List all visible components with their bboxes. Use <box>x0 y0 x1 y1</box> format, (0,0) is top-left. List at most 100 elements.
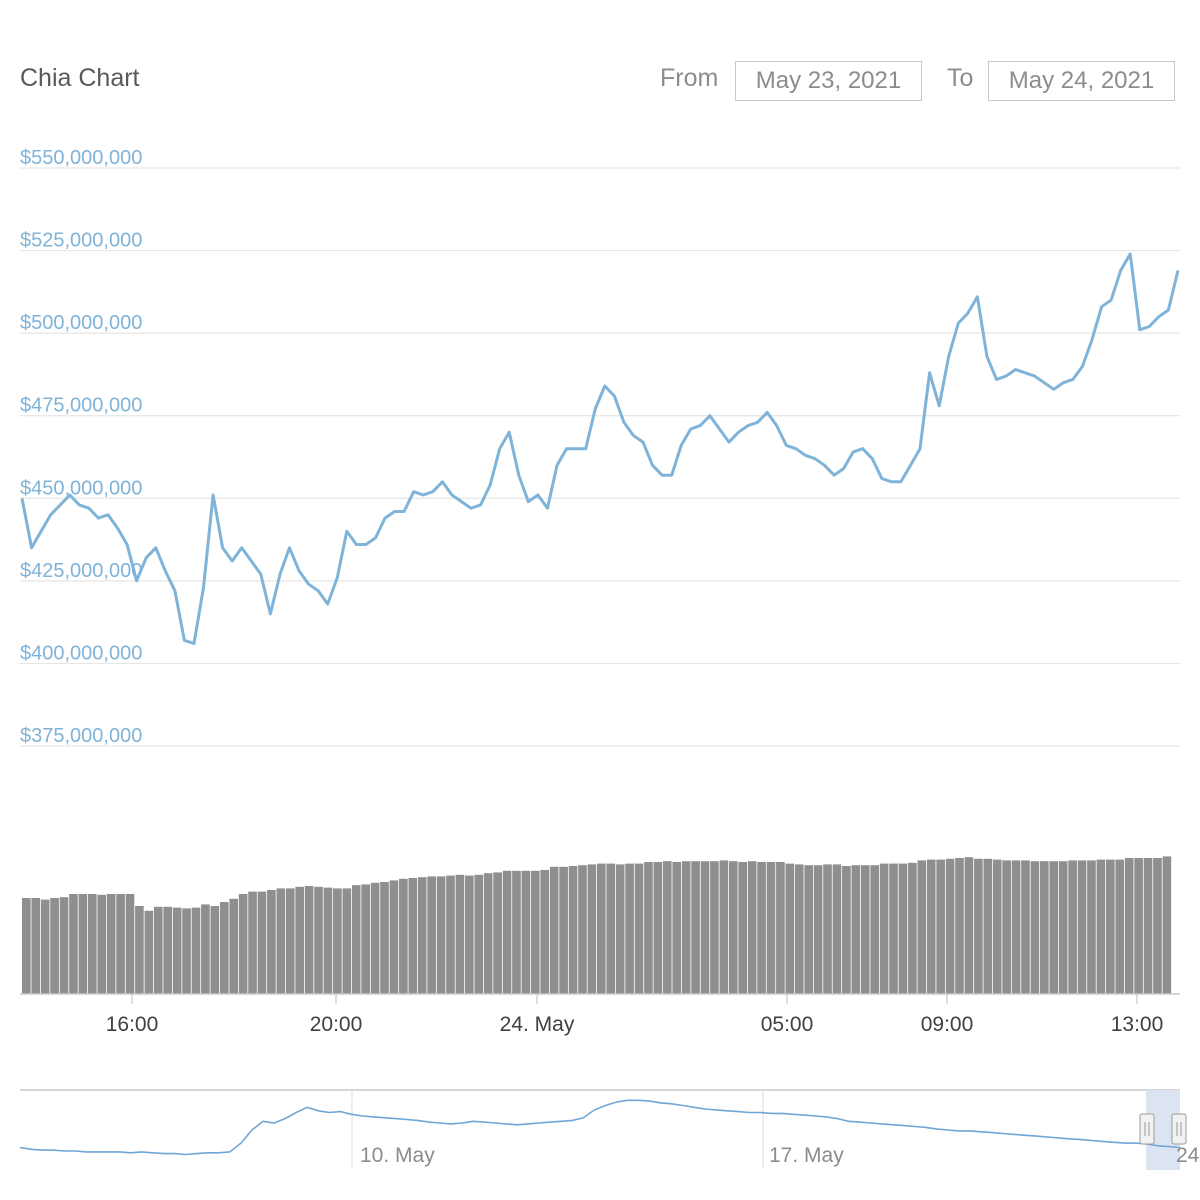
volume-bar <box>964 857 974 994</box>
y-tick-label: $425,000,000 <box>20 560 142 582</box>
volume-bar <box>813 865 823 994</box>
volume-bar <box>776 862 785 994</box>
volume-bar <box>606 863 616 994</box>
volume-bar <box>314 886 323 994</box>
volume-bar <box>295 886 304 994</box>
x-axis-labels: 16:00 20:00 24. May 05:00 09:00 13:00 <box>106 994 1164 1036</box>
volume-bar <box>1002 860 1011 994</box>
volume-bar <box>785 863 795 994</box>
navigator-tick-label: 10. May <box>360 1144 435 1167</box>
chart-title: Chia Chart <box>20 64 140 92</box>
volume-bar <box>69 894 78 994</box>
volume-bar <box>248 891 257 994</box>
volume-bar <box>587 864 597 994</box>
volume-bar <box>974 858 983 994</box>
volume-bar <box>710 861 719 994</box>
volume-bar <box>389 880 399 994</box>
navigator-background <box>20 1090 1180 1170</box>
x-tick-label: 13:00 <box>1111 1013 1164 1036</box>
volume-bar <box>908 862 917 994</box>
volume-bar <box>144 910 154 994</box>
volume-bar <box>926 859 936 994</box>
navigator-labels: 10. May 17. May 24 <box>360 1144 1200 1167</box>
volume-bar <box>1115 859 1125 994</box>
y-tick-label: $525,000,000 <box>20 230 142 252</box>
volume-bar <box>31 898 41 994</box>
to-label: To <box>947 64 974 92</box>
volume-bar <box>531 870 540 994</box>
navigator-left-handle[interactable] <box>1139 1113 1155 1145</box>
price-line <box>20 252 1180 646</box>
volume-bar <box>1162 856 1172 994</box>
volume-bar <box>898 863 908 994</box>
volume-bar <box>832 864 842 994</box>
volume-bar <box>568 866 578 994</box>
volume-bar <box>50 898 59 994</box>
volume-bar <box>578 865 587 994</box>
volume-bar <box>361 884 370 994</box>
volume-bar <box>483 873 493 994</box>
volume-bar <box>794 864 804 994</box>
volume-bar <box>1134 858 1143 994</box>
volume-bar <box>719 860 729 994</box>
volume-bar <box>662 861 672 994</box>
volume-bar <box>285 888 295 994</box>
volume-bar <box>380 882 389 994</box>
x-tick-label: 24. May <box>500 1013 575 1036</box>
y-tick-label: $550,000,000 <box>20 147 142 169</box>
volume-bar <box>1049 861 1059 994</box>
volume-bar <box>559 866 568 994</box>
volume-bar <box>182 908 191 994</box>
volume-bar <box>917 860 927 994</box>
volume-bar <box>191 907 201 994</box>
volume-bar <box>757 862 766 994</box>
volume-bar <box>936 859 945 994</box>
volume-bar <box>78 894 88 994</box>
volume-bar <box>860 865 870 994</box>
volume-bar <box>408 878 418 994</box>
volume-bar <box>521 870 531 994</box>
volume-bar <box>851 865 861 994</box>
from-date-input[interactable] <box>735 61 922 101</box>
volume-bar <box>455 874 465 994</box>
volume-bar <box>672 862 682 994</box>
volume-bar <box>691 861 700 994</box>
volume-bar <box>333 888 342 994</box>
volume-bar <box>512 870 521 994</box>
volume-bar <box>125 894 135 994</box>
navigator-line <box>19 1099 1181 1156</box>
volume-bar <box>992 859 1002 994</box>
x-tick-label: 05:00 <box>761 1013 814 1036</box>
volume-bar <box>436 876 446 994</box>
volume-bar <box>229 898 239 994</box>
volume-bar <box>417 877 427 994</box>
volume-bar <box>728 861 738 994</box>
volume-bar <box>842 866 851 994</box>
volume-bar <box>1011 860 1021 994</box>
volume-bar <box>97 894 107 994</box>
volume-bar <box>135 906 144 994</box>
grid-lines <box>20 167 1180 747</box>
volume-bar <box>219 902 229 994</box>
volume-bar <box>370 882 380 994</box>
y-axis-labels: $375,000,000 $400,000,000 $425,000,000 $450… <box>20 147 142 747</box>
volume-bar <box>1077 860 1087 994</box>
volume-bar <box>238 894 248 994</box>
volume-bar <box>955 858 964 994</box>
y-tick-label: $450,000,000 <box>20 477 142 499</box>
volume-bar <box>465 875 474 994</box>
x-tick-label: 16:00 <box>106 1013 159 1036</box>
volume-bar <box>1096 859 1106 994</box>
volume-bar <box>738 862 748 994</box>
volume-bar <box>304 886 314 994</box>
volume-bar <box>766 862 776 994</box>
to-date-input[interactable] <box>988 61 1175 101</box>
navigator-right-handle[interactable] <box>1171 1113 1187 1145</box>
volume-bar <box>502 870 512 994</box>
navigator[interactable]: 10. May 17. May 24 <box>19 1089 1200 1170</box>
volume-bar <box>1143 858 1153 994</box>
volume-bar <box>257 891 267 994</box>
volume-bar <box>1058 861 1068 994</box>
volume-bar <box>267 890 276 994</box>
